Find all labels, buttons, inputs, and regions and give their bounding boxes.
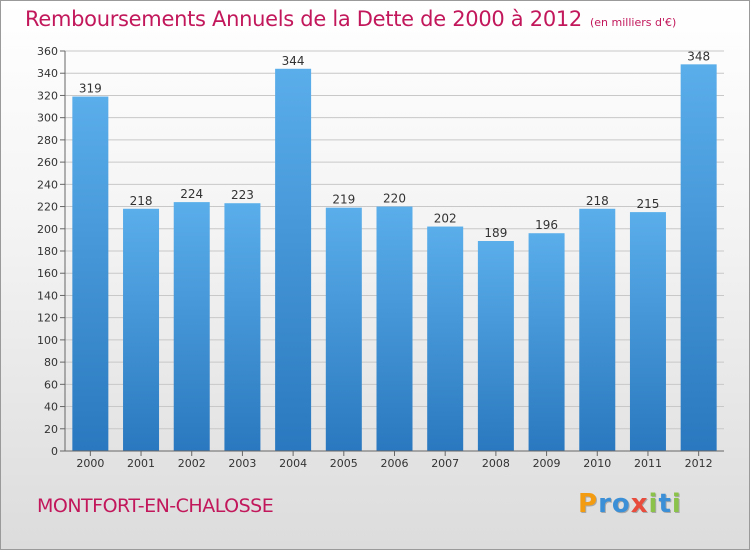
x-tick-label-2002: 2002 — [178, 457, 206, 470]
bar-2000 — [72, 96, 109, 452]
bar-2010 — [579, 208, 616, 451]
bar-2012 — [680, 64, 717, 452]
x-tick-label-2008: 2008 — [482, 457, 510, 470]
bar-2008 — [477, 241, 514, 451]
bar-2009 — [528, 233, 565, 451]
y-tick-label: 220 — [37, 201, 58, 214]
chart-title-text: Remboursements Annuels de la Dette de 20… — [25, 7, 582, 31]
y-tick-label: 120 — [37, 312, 58, 325]
value-label-2009: 196 — [535, 218, 558, 232]
value-label-2002: 224 — [180, 187, 203, 201]
bar-2002 — [173, 202, 210, 451]
city-name: MONTFORT-EN-CHALOSSE — [37, 495, 274, 517]
y-tick-label: 280 — [37, 134, 58, 147]
value-label-2005: 219 — [332, 193, 355, 207]
value-label-2006: 220 — [383, 192, 406, 206]
x-tick-label-2011: 2011 — [634, 457, 662, 470]
chart-subtitle: (en milliers d'€) — [590, 16, 677, 29]
bar-2001 — [123, 208, 160, 451]
bar-2011 — [629, 212, 666, 451]
bar-2003 — [224, 203, 261, 451]
y-tick-label: 200 — [37, 223, 58, 236]
value-label-2001: 218 — [130, 194, 153, 208]
value-label-2003: 223 — [231, 188, 254, 202]
x-tick-label-2012: 2012 — [685, 457, 713, 470]
y-tick-label: 300 — [37, 112, 58, 125]
y-tick-label: 260 — [37, 156, 58, 169]
value-label-2004: 344 — [282, 54, 305, 68]
bars-layer — [72, 64, 717, 452]
value-label-2000: 319 — [79, 82, 102, 96]
logo-letter: r — [598, 489, 612, 519]
x-tick-label-2000: 2000 — [76, 457, 104, 470]
y-tick-label: 180 — [37, 245, 58, 258]
x-tick-label-2004: 2004 — [279, 457, 307, 470]
y-tick-label: 340 — [37, 67, 58, 80]
logo-letter: t — [658, 489, 672, 519]
logo-letter: x — [630, 489, 649, 519]
value-label-2010: 218 — [586, 194, 609, 208]
logo-letter: P — [578, 489, 599, 519]
y-tick-label: 40 — [44, 401, 58, 414]
bar-2004 — [275, 68, 312, 452]
y-tick-label: 100 — [37, 334, 58, 347]
labels-layer: 319 218 224 223 344 219 220 202 189 196 218 215 348 — [79, 49, 710, 240]
x-tick-label-2005: 2005 — [330, 457, 358, 470]
logo-letter: i — [648, 489, 659, 519]
y-tick-label: 240 — [37, 178, 58, 191]
value-label-2008: 189 — [484, 226, 507, 240]
x-tick-label-2003: 2003 — [228, 457, 256, 470]
bar-2006 — [376, 206, 413, 451]
logo-letter: i — [671, 489, 682, 519]
x-tick-label-2006: 2006 — [381, 457, 409, 470]
y-tick-label: 0 — [51, 445, 58, 458]
bar-2007 — [427, 226, 464, 451]
chart-title: Remboursements Annuels de la Dette de 20… — [25, 7, 676, 31]
y-tick-label: 60 — [44, 378, 58, 391]
proxiti-logo: Proxiti — [578, 489, 682, 519]
y-tick-label: 360 — [37, 45, 58, 58]
axis-layer: 0 20 40 60 80 100 120 140 160 180 200 220 240 260 280 3… — [37, 45, 724, 470]
logo-letter: o — [611, 489, 631, 519]
x-tick-label-2007: 2007 — [431, 457, 459, 470]
bar-2005 — [325, 207, 362, 451]
value-label-2007: 202 — [434, 212, 457, 226]
value-label-2011: 215 — [637, 197, 660, 211]
x-tick-label-2010: 2010 — [583, 457, 611, 470]
y-tick-label: 320 — [37, 89, 58, 102]
value-label-2012: 348 — [687, 49, 710, 63]
y-tick-label: 80 — [44, 356, 58, 369]
y-tick-label: 160 — [37, 267, 58, 280]
x-tick-label-2001: 2001 — [127, 457, 155, 470]
y-tick-label: 20 — [44, 423, 58, 436]
x-tick-label-2009: 2009 — [533, 457, 561, 470]
y-tick-label: 140 — [37, 289, 58, 302]
